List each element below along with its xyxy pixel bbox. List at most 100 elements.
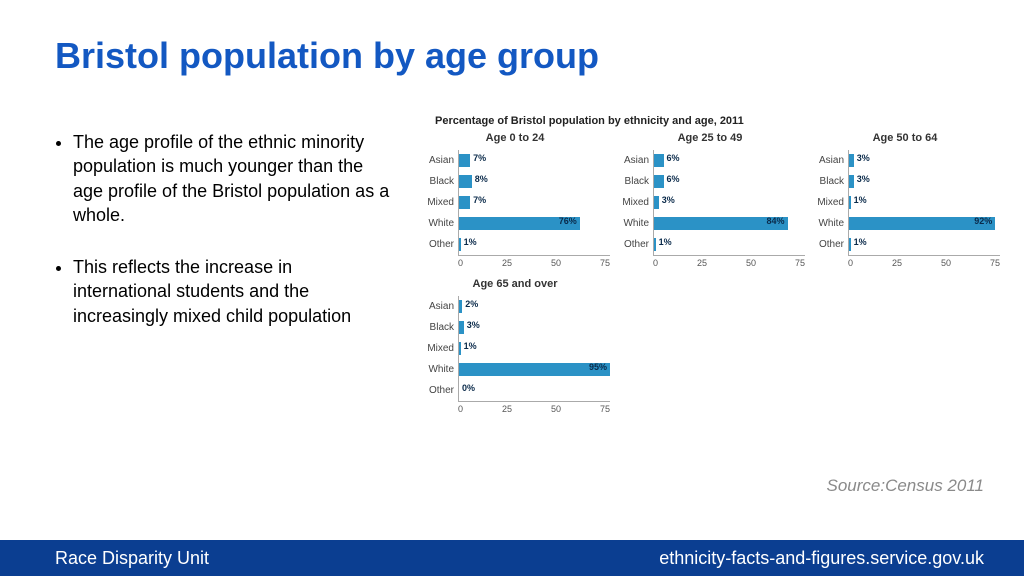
bar-area: 7% xyxy=(458,150,610,171)
bar-row: White 92% xyxy=(810,213,1000,234)
category-label: White xyxy=(615,218,653,229)
bar-area: 2% xyxy=(458,296,610,317)
x-tick: 25 xyxy=(502,258,512,268)
bar xyxy=(654,196,659,209)
bar-value-label: 92% xyxy=(974,216,992,226)
bar-value-label: 3% xyxy=(662,195,675,205)
bar-value-label: 3% xyxy=(467,320,480,330)
bar-area: 0% xyxy=(458,380,610,401)
bar-row: Black8% xyxy=(420,171,610,192)
x-tick: 0 xyxy=(653,258,658,268)
bar xyxy=(459,154,470,167)
x-tick: 25 xyxy=(502,404,512,414)
category-label: Mixed xyxy=(420,197,458,208)
x-tick: 25 xyxy=(697,258,707,268)
panel-title: Age 65 and over xyxy=(420,278,610,290)
bar xyxy=(459,196,470,209)
bar-area: 3% xyxy=(458,317,610,338)
bar-area: 3% xyxy=(653,192,805,213)
x-axis: 0255075 xyxy=(848,255,1000,268)
x-tick: 50 xyxy=(941,258,951,268)
bar-row: Asian 3% xyxy=(810,150,1000,171)
bar-row: Mixed 3% xyxy=(615,192,805,213)
bar-area: 3% xyxy=(848,171,1000,192)
category-label: Black xyxy=(810,176,848,187)
bar-row: Mixed7% xyxy=(420,192,610,213)
x-tick: 75 xyxy=(795,258,805,268)
bar-value-label: 6% xyxy=(667,174,680,184)
bar-value-label: 2% xyxy=(465,299,478,309)
charts-grid: Age 0 to 24Asian7%Black8%Mixed7%White76%… xyxy=(420,132,1010,424)
x-axis: 0255075 xyxy=(458,255,610,268)
footer-bar: Race Disparity Unit ethnicity-facts-and-… xyxy=(0,540,1024,576)
bar-row: Black3% xyxy=(420,317,610,338)
bar-value-label: 8% xyxy=(475,174,488,184)
category-label: Mixed xyxy=(810,197,848,208)
chart-panel: Age 65 and over Asian2%Black3% Mixed 1% Whit… xyxy=(420,278,610,414)
bar-row: Other 1% xyxy=(420,234,610,255)
bar xyxy=(459,363,610,376)
bar xyxy=(654,238,656,251)
bar xyxy=(849,196,851,209)
x-tick: 75 xyxy=(990,258,1000,268)
bar-row: White 95% xyxy=(420,359,610,380)
bar-row: Black 3% xyxy=(810,171,1000,192)
bar-value-label: 6% xyxy=(667,153,680,163)
bar xyxy=(849,238,851,251)
bar-area: 3% xyxy=(848,150,1000,171)
bar-value-label: 0% xyxy=(462,383,475,393)
bullet-list: The age profile of the ethnic minority p… xyxy=(55,130,395,356)
x-tick: 0 xyxy=(458,404,463,414)
category-label: Mixed xyxy=(615,197,653,208)
category-label: Black xyxy=(615,176,653,187)
category-label: White xyxy=(420,364,458,375)
category-label: Asian xyxy=(420,155,458,166)
bar-row: Asian2% xyxy=(420,296,610,317)
charts-main-title: Percentage of Bristol population by ethn… xyxy=(435,115,744,127)
bar-value-label: 1% xyxy=(659,237,672,247)
bar-area: 95% xyxy=(458,359,610,380)
panel-title: Age 0 to 24 xyxy=(420,132,610,144)
x-tick: 50 xyxy=(551,258,561,268)
category-label: Asian xyxy=(615,155,653,166)
panel-title: Age 50 to 64 xyxy=(810,132,1000,144)
chart-panel: Age 50 to 64Asian3%Black3%Mixed1%White92… xyxy=(810,132,1000,268)
bar-value-label: 7% xyxy=(473,153,486,163)
footer-right: ethnicity-facts-and-figures.service.gov.… xyxy=(659,548,984,569)
category-label: Other xyxy=(420,239,458,250)
bar-row: Asian 6% xyxy=(615,150,805,171)
bar-value-label: 1% xyxy=(464,237,477,247)
x-tick: 50 xyxy=(746,258,756,268)
bar-value-label: 1% xyxy=(464,341,477,351)
chart-panel: Age 25 to 49Asian6%Black6%Mixed3%White84… xyxy=(615,132,805,268)
bar-area: 1% xyxy=(653,234,805,255)
x-tick: 50 xyxy=(551,404,561,414)
bar-area: 1% xyxy=(458,234,610,255)
bar-row: Black 6% xyxy=(615,171,805,192)
page-title: Bristol population by age group xyxy=(55,35,599,77)
bar-value-label: 3% xyxy=(857,153,870,163)
bar xyxy=(849,175,854,188)
category-label: Other xyxy=(420,385,458,396)
bar-value-label: 95% xyxy=(589,362,607,372)
bar-area: 1% xyxy=(458,338,610,359)
category-label: White xyxy=(810,218,848,229)
bar-area: 8% xyxy=(458,171,610,192)
category-label: Mixed xyxy=(420,343,458,354)
bar xyxy=(654,154,664,167)
bar-area: 6% xyxy=(653,150,805,171)
bar-value-label: 84% xyxy=(766,216,784,226)
bar xyxy=(459,300,462,313)
bar xyxy=(459,321,464,334)
bar-area: 92% xyxy=(848,213,1000,234)
bar-row: Other 0% xyxy=(420,380,610,401)
x-tick: 0 xyxy=(458,258,463,268)
bullet-item: This reflects the increase in internatio… xyxy=(73,255,395,328)
category-label: Other xyxy=(810,239,848,250)
category-label: Asian xyxy=(810,155,848,166)
x-axis: 0 25 50 75 xyxy=(458,401,610,414)
bar-value-label: 3% xyxy=(857,174,870,184)
x-tick: 75 xyxy=(600,404,610,414)
bar-row: White76% xyxy=(420,213,610,234)
bar-area: 76% xyxy=(458,213,610,234)
